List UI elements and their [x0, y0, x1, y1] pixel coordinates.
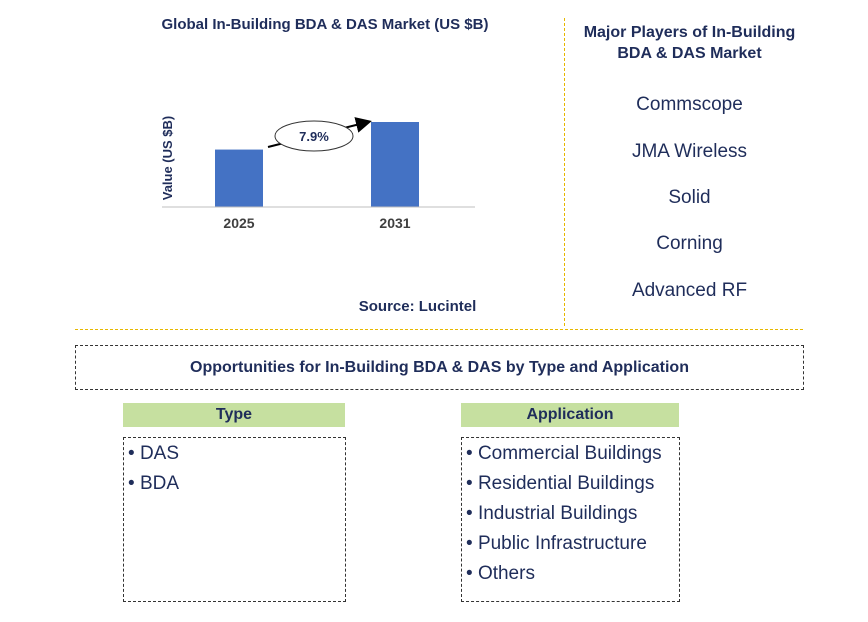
bar-chart: 2025 2031 Value (US $B) 7.9%: [160, 116, 475, 231]
chart-title: Global In-Building BDA & DAS Market (US …: [161, 16, 489, 33]
source-label: Source: Lucintel: [358, 298, 477, 315]
cagr-bubble: [274, 120, 354, 152]
players-title-line1: Major Players of In-Building: [583, 24, 796, 41]
application-item-label: Commercial Buildings: [477, 443, 662, 464]
type-list: • DAS • BDA: [123, 437, 346, 602]
player-item: Advanced RF: [631, 280, 748, 301]
list-item: • Others: [466, 563, 535, 584]
players-title-line2: BDA & DAS Market: [617, 45, 762, 62]
list-item: • Residential Buildings: [466, 473, 655, 494]
vertical-divider: [564, 18, 565, 326]
player-item: Corning: [656, 233, 723, 254]
application-item-label: Others: [477, 563, 535, 584]
opportunities-title: Opportunities for In-Building BDA & DAS …: [190, 358, 689, 376]
application-header: Application: [461, 403, 679, 427]
bar-2025: [215, 149, 263, 207]
player-item: Commscope: [636, 94, 743, 115]
player-item: JMA Wireless: [631, 141, 748, 162]
x-tick-label: 2031: [379, 215, 410, 231]
horizontal-divider: [75, 329, 803, 330]
cagr-label: 7.9%: [299, 129, 329, 144]
application-item-label: Public Infrastructure: [477, 533, 647, 554]
list-item: • Industrial Buildings: [466, 503, 638, 524]
application-list: • Commercial Buildings • Residential Bui…: [461, 437, 680, 602]
y-axis-label: Value (US $B): [160, 116, 175, 201]
players-title: Major Players of In-Building BDA & DAS M…: [572, 22, 807, 64]
player-item: Solid: [668, 187, 711, 208]
x-tick-label: 2025: [223, 215, 254, 231]
opportunities-banner: Opportunities for In-Building BDA & DAS …: [75, 345, 804, 390]
list-item: • DAS: [128, 443, 180, 464]
type-item-label: DAS: [139, 443, 180, 464]
type-header: Type: [123, 403, 345, 427]
list-item: • Commercial Buildings: [466, 443, 662, 464]
bar-2031: [371, 122, 419, 207]
list-item: • Public Infrastructure: [466, 533, 647, 554]
list-item: • BDA: [128, 473, 180, 494]
application-item-label: Industrial Buildings: [477, 503, 638, 524]
type-item-label: BDA: [139, 473, 180, 494]
application-item-label: Residential Buildings: [477, 473, 655, 494]
